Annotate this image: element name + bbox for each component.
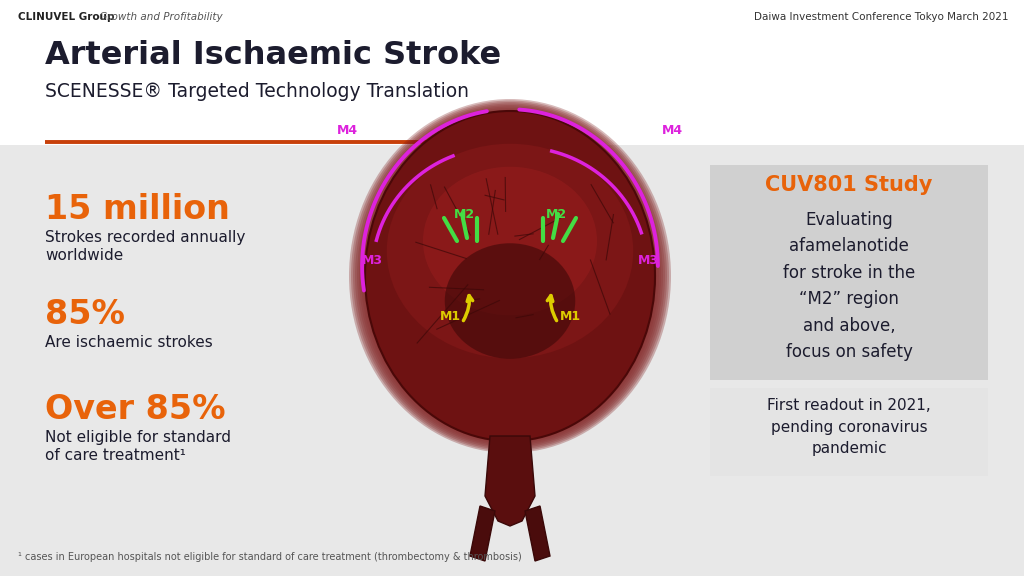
Text: Are ischaemic strokes: Are ischaemic strokes	[45, 335, 213, 350]
Text: Growth and Profitability: Growth and Profitability	[96, 12, 222, 22]
Text: M2: M2	[546, 207, 566, 221]
Text: M2: M2	[454, 207, 474, 221]
Text: worldwide: worldwide	[45, 248, 123, 263]
Ellipse shape	[351, 100, 669, 452]
Ellipse shape	[444, 243, 575, 359]
Text: M3: M3	[361, 255, 382, 267]
Ellipse shape	[355, 104, 665, 449]
Text: ¹ cases in European hospitals not eligible for standard of care treatment (throm: ¹ cases in European hospitals not eligib…	[18, 552, 522, 562]
Text: M4: M4	[337, 124, 357, 137]
Polygon shape	[470, 506, 495, 561]
Ellipse shape	[362, 109, 657, 442]
Text: SCENESSE® Targeted Technology Translation: SCENESSE® Targeted Technology Translatio…	[45, 82, 469, 101]
Text: M3: M3	[638, 255, 658, 267]
Text: Evaluating
afamelanotide
for stroke in the
“M2” region
and above,
focus on safet: Evaluating afamelanotide for stroke in t…	[783, 211, 915, 361]
Text: CLINUVEL Group: CLINUVEL Group	[18, 12, 115, 22]
Ellipse shape	[357, 105, 663, 447]
Ellipse shape	[387, 144, 633, 358]
Ellipse shape	[365, 111, 655, 441]
Text: 15 million: 15 million	[45, 193, 229, 226]
Polygon shape	[525, 506, 550, 561]
Ellipse shape	[349, 99, 671, 453]
Text: 85%: 85%	[45, 298, 125, 331]
Text: First readout in 2021,
pending coronavirus
pandemic: First readout in 2021, pending coronavir…	[767, 398, 931, 456]
Text: Daiwa Investment Conference Tokyo March 2021: Daiwa Investment Conference Tokyo March …	[754, 12, 1008, 22]
Ellipse shape	[359, 107, 662, 445]
Ellipse shape	[361, 108, 659, 444]
FancyBboxPatch shape	[710, 388, 988, 476]
Text: Strokes recorded annually: Strokes recorded annually	[45, 230, 246, 245]
Text: M1: M1	[439, 309, 461, 323]
Ellipse shape	[353, 102, 667, 450]
FancyBboxPatch shape	[710, 165, 988, 380]
Ellipse shape	[423, 166, 597, 315]
Text: Over 85%: Over 85%	[45, 393, 225, 426]
Text: of care treatment¹: of care treatment¹	[45, 448, 186, 463]
Text: Arterial Ischaemic Stroke: Arterial Ischaemic Stroke	[45, 40, 501, 71]
Text: Not eligible for standard: Not eligible for standard	[45, 430, 231, 445]
Text: M1: M1	[559, 309, 581, 323]
Text: M4: M4	[663, 124, 683, 137]
Text: CUV801 Study: CUV801 Study	[765, 175, 933, 195]
FancyBboxPatch shape	[0, 0, 1024, 145]
Polygon shape	[485, 436, 535, 526]
